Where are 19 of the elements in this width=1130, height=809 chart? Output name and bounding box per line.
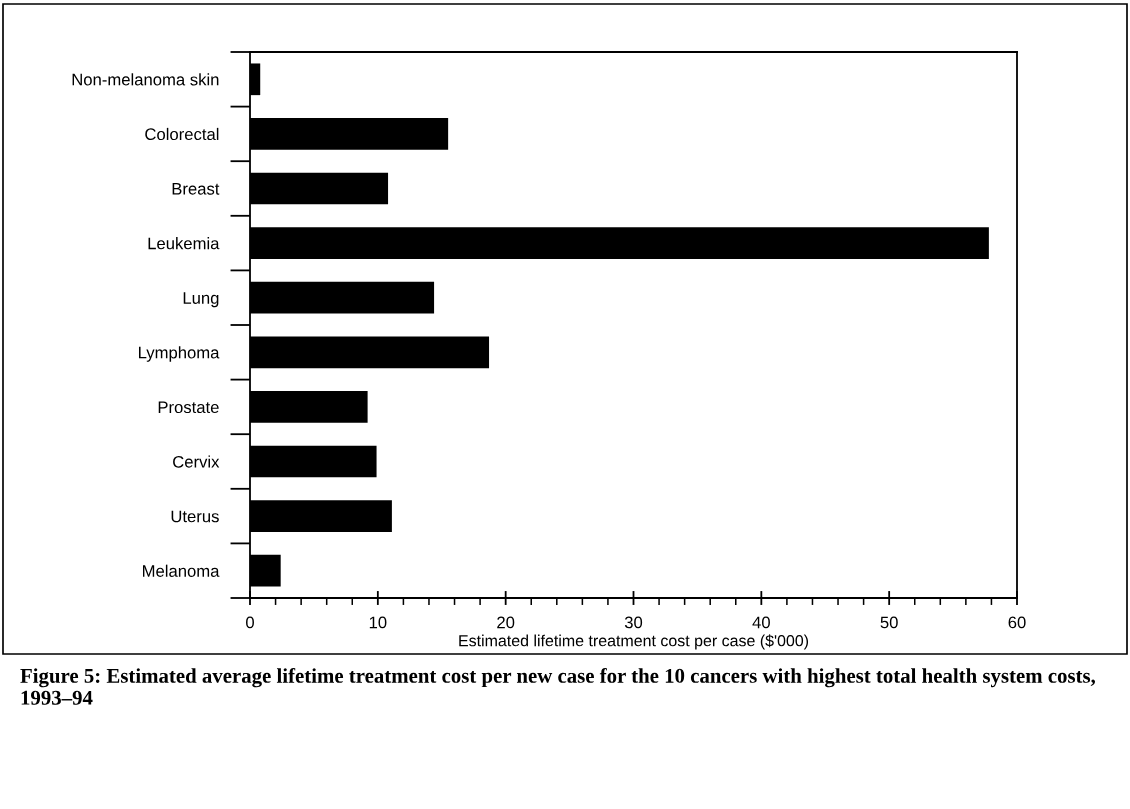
x-tick-label: 40 — [752, 616, 770, 629]
x-tick-label: 0 — [246, 616, 254, 629]
y-tick-label: Leukemia — [148, 237, 220, 250]
caption: Figure 5: Estimated average lifetime treatment cost per new case for the 10 cancers with highest total health system costs, 1993–94 — [20, 668, 1096, 705]
x-tick-label: 20 — [497, 616, 515, 629]
x-tick-label: 10 — [369, 616, 387, 629]
y-tick-label: Prostate — [158, 401, 219, 414]
x-tick-label: 30 — [624, 616, 643, 629]
y-tick-label: Colorectal — [145, 127, 219, 141]
y-tick-label: Lymphoma — [139, 346, 220, 362]
x-axis-title: Estimated lifetime treatment cost per case ($'000) — [459, 634, 809, 650]
y-tick-label: Breast — [172, 183, 220, 195]
y-tick-label: Lung — [183, 292, 219, 308]
y-tick-label: Cervix — [173, 455, 220, 468]
y-tick-label: Uterus — [171, 510, 219, 523]
x-tick-label: 50 — [880, 616, 898, 629]
x-tick-label: 60 — [1008, 616, 1026, 629]
y-tick-label: Melanoma — [143, 564, 220, 577]
y-tick-label: Non-melanoma skin — [72, 73, 219, 86]
